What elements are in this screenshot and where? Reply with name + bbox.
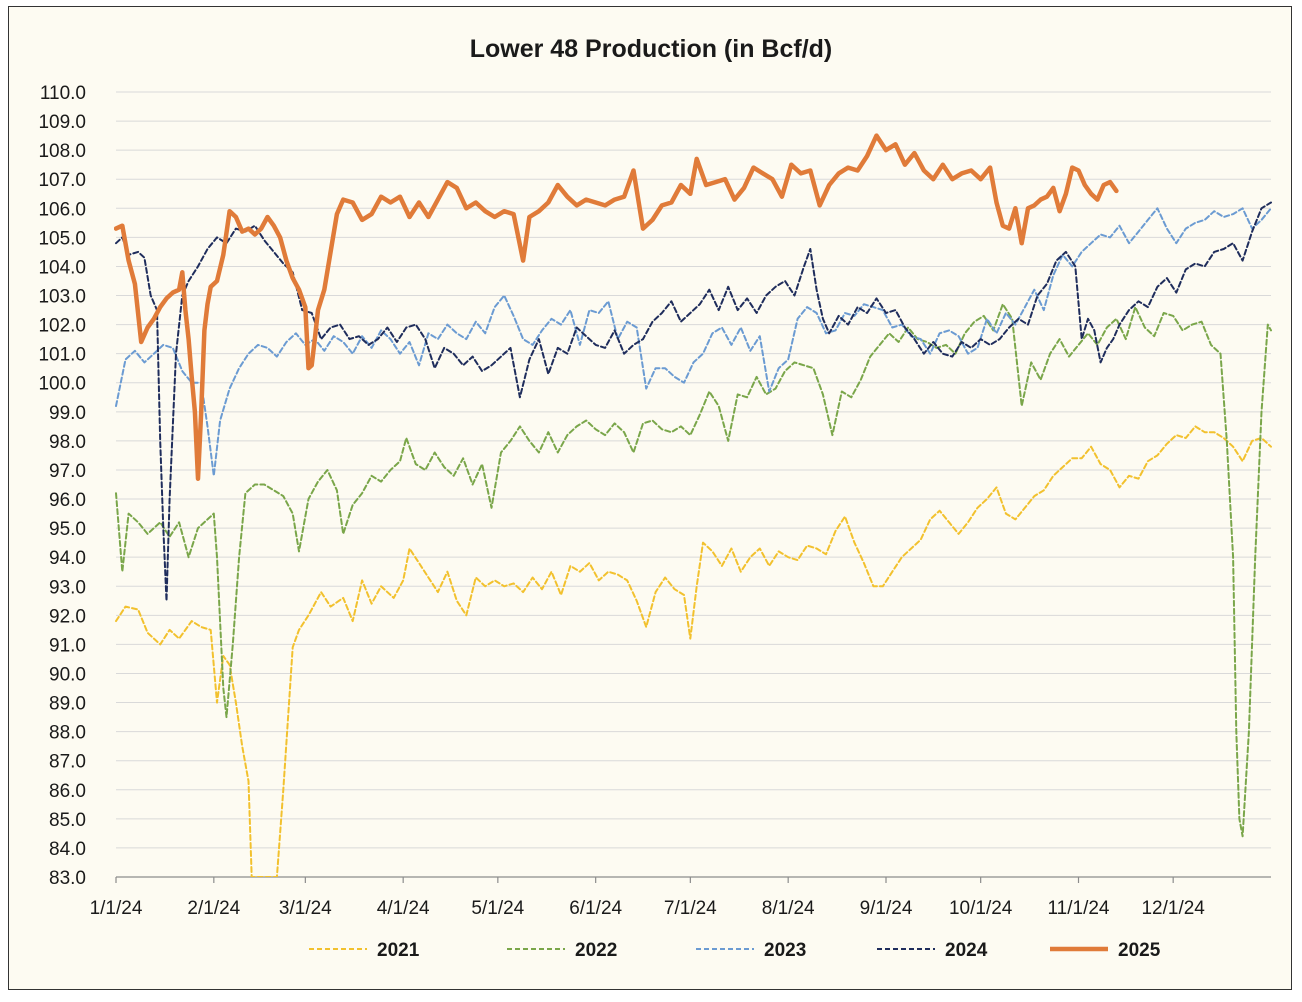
x-tick-label: 8/1/24 bbox=[762, 898, 815, 919]
legend-label-2021: 2021 bbox=[377, 940, 420, 961]
y-tick-label: 89.0 bbox=[49, 694, 86, 715]
chart-title: Lower 48 Production (in Bcf/d) bbox=[470, 35, 833, 63]
y-tick-label: 96.0 bbox=[49, 490, 86, 511]
y-tick-label: 85.0 bbox=[49, 810, 86, 831]
legend-label-2024: 2024 bbox=[945, 940, 988, 961]
y-tick-label: 99.0 bbox=[49, 403, 86, 424]
y-tick-label: 110.0 bbox=[40, 83, 86, 104]
y-tick-label: 88.0 bbox=[49, 723, 86, 744]
series-line-2025 bbox=[114, 133, 1119, 481]
y-tick-label: 105.0 bbox=[38, 228, 86, 249]
y-tick-label: 94.0 bbox=[49, 548, 86, 569]
y-tick-label: 95.0 bbox=[49, 519, 86, 540]
y-tick-label: 86.0 bbox=[49, 781, 86, 802]
y-tick-label: 92.0 bbox=[49, 606, 86, 627]
series-line-2021 bbox=[115, 425, 1272, 877]
x-tick-label: 3/1/24 bbox=[279, 898, 332, 919]
series-line-2024 bbox=[115, 201, 1272, 602]
y-tick-label: 109.0 bbox=[38, 112, 86, 133]
x-tick-label: 10/1/24 bbox=[949, 898, 1013, 919]
legend-label-2022: 2022 bbox=[575, 940, 617, 961]
y-tick-label: 103.0 bbox=[38, 287, 86, 308]
y-tick-label: 104.0 bbox=[38, 257, 86, 278]
y-tick-label: 90.0 bbox=[49, 664, 86, 685]
y-tick-label: 87.0 bbox=[49, 752, 86, 773]
x-tick-label: 12/1/24 bbox=[1141, 898, 1205, 919]
chart-frame: Lower 48 Production (in Bcf/d) 83.0 84.0 8… bbox=[8, 6, 1292, 990]
y-tick-label: 91.0 bbox=[49, 635, 86, 656]
y-tick-label: 83.0 bbox=[49, 868, 86, 889]
y-tick-label: 97.0 bbox=[49, 461, 86, 482]
y-tick-label: 107.0 bbox=[38, 170, 86, 191]
x-tick-label: 6/1/24 bbox=[569, 898, 622, 919]
series-line-2022 bbox=[115, 303, 1272, 838]
x-tick-label: 4/1/24 bbox=[377, 898, 430, 919]
y-tick-label: 98.0 bbox=[49, 432, 86, 453]
y-tick-label: 84.0 bbox=[49, 839, 86, 860]
y-tick-label: 102.0 bbox=[38, 316, 86, 337]
y-tick-label: 106.0 bbox=[38, 199, 86, 220]
x-tick-label: 11/1/24 bbox=[1048, 898, 1110, 919]
y-tick-label: 108.0 bbox=[38, 141, 86, 162]
y-tick-label: 101.0 bbox=[38, 345, 86, 366]
x-tick-label: 5/1/24 bbox=[471, 898, 524, 919]
y-tick-label: 100.0 bbox=[38, 374, 86, 395]
chart: Lower 48 Production (in Bcf/d) 83.0 84.0 8… bbox=[38, 35, 1272, 961]
x-tick-label: 9/1/24 bbox=[860, 898, 913, 919]
series-line-2023 bbox=[115, 207, 1272, 477]
x-tick-label: 7/1/24 bbox=[664, 898, 717, 919]
x-tick-label: 1/1/24 bbox=[90, 898, 143, 919]
x-tick-label: 2/1/24 bbox=[187, 898, 240, 919]
y-tick-label: 93.0 bbox=[49, 577, 86, 598]
legend-label-2023: 2023 bbox=[764, 940, 806, 961]
legend-label-2025: 2025 bbox=[1118, 940, 1161, 961]
